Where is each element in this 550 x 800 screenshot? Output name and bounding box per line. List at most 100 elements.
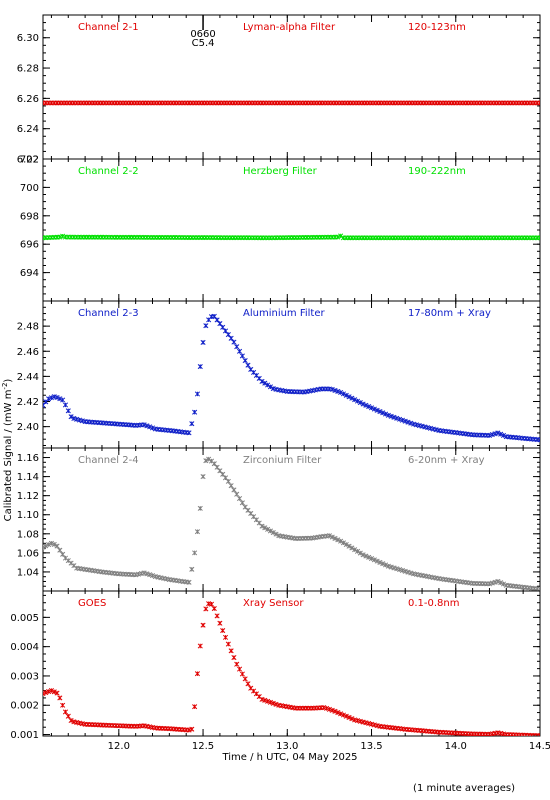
- data-point: [57, 234, 63, 240]
- y-tick-label: 6.24: [17, 124, 39, 135]
- data-point: [54, 690, 60, 696]
- data-point: [371, 406, 377, 412]
- data-point: [397, 416, 403, 422]
- data-point: [68, 414, 74, 420]
- data-point: [186, 430, 192, 436]
- y-tick-label: 6.30: [17, 33, 39, 44]
- panel-frame: [42, 158, 541, 302]
- data-point: [388, 564, 394, 570]
- data-point: [225, 332, 231, 338]
- data-point: [200, 339, 206, 346]
- panel-goes: 0.001 0.002 0.003 0.004 0.005 GOES Xray Sensor…: [10, 590, 541, 741]
- data-point: [332, 387, 338, 393]
- data-point: [265, 526, 271, 532]
- data-point: [197, 505, 203, 511]
- data-point: [200, 474, 206, 480]
- data-point: [62, 709, 69, 715]
- data-point: [537, 100, 540, 106]
- data-point: [186, 727, 192, 733]
- y-tick-label: 2.42: [17, 397, 39, 408]
- panel-label: Channel 2-3: [78, 308, 139, 319]
- series-ch22: [43, 233, 540, 241]
- panel-label: 6-20nm + Xray: [408, 455, 485, 466]
- data-point: [220, 324, 226, 330]
- data-point: [242, 358, 248, 364]
- data-point: [43, 544, 46, 550]
- data-point: [186, 579, 192, 585]
- data-point: [189, 726, 195, 732]
- data-point: [203, 606, 209, 612]
- data-point: [43, 543, 49, 549]
- data-point: [234, 661, 240, 667]
- data-point: [214, 464, 220, 470]
- data-point: [203, 323, 209, 329]
- x-axis-label: Time / h UTC, 04 May 2025: [221, 752, 357, 763]
- panel-label: Channel 2-4: [78, 455, 139, 466]
- data-point: [51, 689, 57, 695]
- y-tick-label: 694: [20, 268, 39, 279]
- data-point: [46, 689, 52, 695]
- panel-label: Herzberg Filter: [243, 166, 318, 177]
- data-point: [371, 557, 377, 563]
- data-point: [329, 534, 335, 540]
- data-point: [399, 567, 405, 574]
- data-point: [192, 550, 198, 556]
- flare-annotation: C5.4: [192, 38, 215, 49]
- data-point: [326, 706, 332, 712]
- data-point: [60, 233, 66, 239]
- data-point: [46, 542, 52, 548]
- panel-label: 120-123nm: [408, 22, 466, 33]
- panel-label: 17-80nm + Xray: [408, 308, 491, 319]
- panel-ch23: 2.40 2.42 2.44 2.46 2.48 Channel 2-3 Aluminium…: [17, 300, 541, 449]
- data-point: [354, 398, 361, 404]
- data-point: [60, 397, 66, 403]
- panel-label: Channel 2-2: [78, 166, 139, 177]
- data-point: [394, 415, 400, 421]
- data-point: [211, 461, 217, 467]
- data-point: [259, 378, 265, 384]
- data-point: [335, 388, 341, 395]
- data-point: [46, 396, 52, 402]
- data-point: [408, 420, 414, 426]
- data-point: [495, 578, 501, 585]
- data-point: [144, 423, 150, 429]
- data-point: [189, 421, 195, 427]
- data-point: [354, 548, 361, 554]
- data-point: [200, 622, 206, 628]
- data-point: [346, 394, 352, 400]
- x-tick-label: 13.0: [276, 741, 298, 752]
- data-point: [51, 541, 57, 547]
- data-point: [222, 475, 229, 481]
- data-point: [357, 550, 363, 556]
- data-point: [377, 409, 383, 415]
- panel-group: 6.22 6.24 6.26 6.28 6.30 Channel 2-1 Lyman-alp…: [10, 14, 550, 752]
- data-point: [222, 328, 229, 334]
- data-point: [335, 234, 341, 240]
- y-tick-label: 698: [20, 211, 39, 222]
- y-tick-label: 1.06: [17, 548, 39, 559]
- data-point: [402, 418, 408, 424]
- data-point: [405, 419, 411, 425]
- data-point: [211, 313, 217, 319]
- data-point: [231, 339, 237, 345]
- data-point: [352, 547, 358, 553]
- data-point: [228, 483, 234, 489]
- data-point: [391, 414, 397, 420]
- data-point: [537, 437, 540, 443]
- data-point: [346, 714, 352, 721]
- data-point: [267, 699, 273, 705]
- data-point: [48, 688, 54, 694]
- data-point: [500, 581, 507, 587]
- data-point: [220, 627, 226, 634]
- data-point: [147, 424, 153, 430]
- data-point: [225, 641, 231, 647]
- data-point: [239, 353, 245, 359]
- data-point: [537, 733, 540, 736]
- data-point: [408, 570, 414, 576]
- data-point: [360, 552, 366, 558]
- y-tick-label: 0.002: [10, 701, 39, 712]
- data-point: [48, 540, 54, 546]
- flare-annotation: 0660: [190, 29, 215, 40]
- data-point: [338, 389, 344, 396]
- panel-label: Xray Sensor: [243, 598, 304, 609]
